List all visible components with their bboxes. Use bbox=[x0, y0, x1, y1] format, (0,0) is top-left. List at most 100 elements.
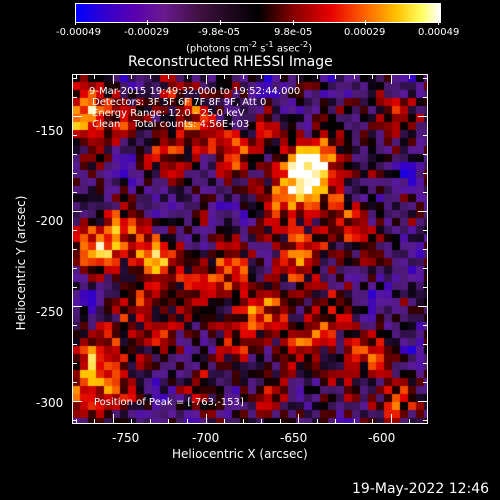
tick-mark bbox=[72, 115, 82, 117]
tick-mark bbox=[423, 420, 428, 422]
tick-mark bbox=[112, 74, 114, 84]
tick-mark bbox=[390, 74, 392, 84]
tick-mark bbox=[75, 74, 77, 79]
tick-mark bbox=[131, 74, 133, 79]
tick-mark bbox=[149, 74, 151, 79]
tick-mark bbox=[75, 419, 77, 424]
colorbar-tick-label: 9.8e-05 bbox=[274, 27, 313, 38]
tick-mark bbox=[418, 306, 428, 308]
tick-mark bbox=[423, 191, 428, 193]
tick-mark bbox=[72, 401, 82, 403]
tick-mark bbox=[423, 363, 428, 365]
tick-mark bbox=[72, 268, 77, 270]
x-tick-label: -700 bbox=[192, 431, 220, 445]
tick-mark bbox=[353, 74, 355, 79]
colorbar-tick-label: 0.00049 bbox=[418, 27, 460, 38]
tick-mark bbox=[94, 419, 96, 424]
tick-mark bbox=[423, 344, 428, 346]
tick-mark bbox=[168, 74, 170, 79]
tick-mark bbox=[418, 210, 428, 212]
tick-mark bbox=[298, 414, 300, 424]
tick-mark bbox=[335, 74, 337, 79]
tick-mark bbox=[131, 419, 133, 424]
tick-mark bbox=[423, 153, 428, 155]
tick-mark bbox=[186, 74, 188, 79]
y-tick-label: -200 bbox=[36, 214, 64, 228]
tick-mark bbox=[423, 325, 428, 327]
x-axis-label: Heliocentric X (arcsec) bbox=[172, 447, 308, 461]
plot-title: Reconstructed RHESSI Image bbox=[128, 54, 333, 70]
tick-mark bbox=[72, 325, 77, 327]
tick-mark bbox=[423, 287, 428, 289]
x-tick-label: -600 bbox=[368, 431, 396, 445]
tick-mark bbox=[72, 96, 77, 98]
tick-mark bbox=[205, 74, 207, 84]
tick-mark bbox=[316, 74, 318, 79]
rhessi-heatmap bbox=[72, 74, 428, 424]
colorbar bbox=[75, 3, 441, 23]
tick-mark bbox=[72, 210, 82, 212]
tick-mark bbox=[372, 419, 374, 424]
tick-mark bbox=[72, 153, 77, 155]
tick-mark bbox=[423, 382, 428, 384]
colorbar-tick-label: -9.8e-05 bbox=[198, 27, 240, 38]
tick-mark bbox=[72, 134, 77, 136]
y-tick-label: -250 bbox=[36, 305, 64, 319]
tick-mark bbox=[72, 382, 77, 384]
generated-date: 19-May-2022 12:46 bbox=[352, 481, 490, 497]
tick-mark bbox=[372, 74, 374, 79]
tick-mark bbox=[409, 419, 411, 424]
tick-mark bbox=[279, 419, 281, 424]
x-tick-label: -750 bbox=[112, 431, 140, 445]
tick-mark bbox=[242, 74, 244, 79]
tick-mark bbox=[72, 344, 77, 346]
tick-mark bbox=[72, 363, 77, 365]
tick-mark bbox=[72, 306, 82, 308]
info-line: 9-Mar-2015 19:49:32.000 to 19:52:44.000 bbox=[89, 86, 301, 97]
tick-mark bbox=[261, 74, 263, 79]
tick-mark bbox=[168, 419, 170, 424]
peak-position-label: Position of Peak = [-763,-153] bbox=[94, 397, 244, 408]
tick-mark bbox=[72, 229, 77, 231]
tick-marks bbox=[72, 74, 428, 424]
colorbar-tick-label: -0.00029 bbox=[124, 27, 169, 38]
y-axis-label: Heliocentric Y (arcsec) bbox=[14, 195, 28, 331]
tick-mark bbox=[149, 419, 151, 424]
tick-mark bbox=[353, 419, 355, 424]
tick-mark bbox=[409, 74, 411, 79]
tick-mark bbox=[224, 74, 226, 79]
tick-mark bbox=[261, 419, 263, 424]
tick-mark bbox=[390, 414, 392, 424]
info-line: Detectors: 3F 5F 6F 7F 8F 9F, Att 0 bbox=[92, 97, 267, 108]
tick-mark bbox=[423, 134, 428, 136]
tick-mark bbox=[423, 229, 428, 231]
x-tick-label: -650 bbox=[280, 431, 308, 445]
tick-mark bbox=[423, 96, 428, 98]
tick-mark bbox=[94, 74, 96, 79]
image-frame: 9-Mar-2015 19:49:32.000 to 19:52:44.000 … bbox=[72, 74, 428, 424]
tick-mark bbox=[72, 249, 77, 250]
y-tick-label: -150 bbox=[36, 124, 64, 138]
colorbar-tick-label: 0.00029 bbox=[344, 27, 386, 38]
tick-mark bbox=[423, 268, 428, 270]
tick-mark bbox=[418, 115, 428, 117]
tick-mark bbox=[186, 419, 188, 424]
colorbar-units: (photons cm-2 s-1 asec-2) bbox=[186, 39, 313, 55]
tick-mark bbox=[279, 74, 281, 79]
tick-mark bbox=[316, 419, 318, 424]
tick-mark bbox=[112, 414, 114, 424]
tick-mark bbox=[335, 419, 337, 424]
tick-mark bbox=[72, 420, 77, 422]
info-line: Energy Range: 12.0 - 25.0 keV bbox=[92, 108, 245, 119]
tick-mark bbox=[423, 77, 428, 79]
tick-mark bbox=[205, 414, 207, 424]
tick-mark bbox=[423, 172, 428, 174]
tick-mark bbox=[72, 172, 77, 174]
tick-mark bbox=[224, 419, 226, 424]
colorbar-tick-label: -0.00049 bbox=[56, 27, 101, 38]
tick-mark bbox=[72, 191, 77, 193]
tick-mark bbox=[423, 249, 428, 250]
info-line: Clean Total counts: 4.56E+03 bbox=[92, 119, 250, 130]
y-tick-label: -300 bbox=[36, 396, 64, 410]
tick-mark bbox=[72, 77, 77, 79]
